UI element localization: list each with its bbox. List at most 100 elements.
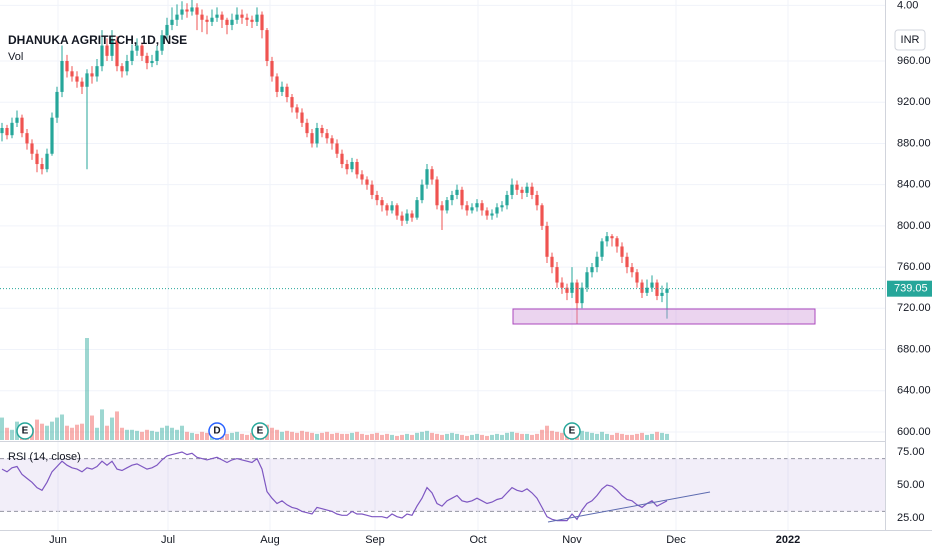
volume-bar <box>500 434 504 440</box>
candle-body <box>605 236 609 242</box>
volume-bar <box>435 433 439 440</box>
candle-body <box>525 186 529 193</box>
volume-bar <box>495 433 499 440</box>
candle-body <box>145 55 149 64</box>
y-tick-label: 800.00 <box>897 220 931 232</box>
candle-body <box>590 267 594 273</box>
candle-body <box>225 19 229 25</box>
volume-bar <box>395 435 399 440</box>
volume-bar <box>485 435 489 440</box>
volume-bar <box>60 414 64 440</box>
candle-body <box>665 288 669 293</box>
candle-body <box>500 205 504 208</box>
candle-body <box>650 282 654 288</box>
candle-body <box>275 76 279 92</box>
volume-bar <box>110 417 114 440</box>
event-circle <box>563 422 581 440</box>
volume-bar <box>455 433 459 440</box>
candle-body <box>55 91 59 118</box>
volume-bar <box>105 425 109 440</box>
candle-body <box>305 122 309 134</box>
volume-bar <box>610 434 614 440</box>
volume-bar <box>625 434 629 440</box>
candle-body <box>505 194 509 206</box>
candle-body <box>95 66 99 77</box>
y-tick-label: 840.00 <box>897 179 931 191</box>
candle-body <box>360 174 364 180</box>
event-circle <box>208 422 226 440</box>
volume-bar <box>420 431 424 440</box>
candle-body <box>660 292 664 296</box>
volume-bar <box>560 432 564 440</box>
candle-body <box>105 45 109 56</box>
candle-body <box>460 189 464 206</box>
candle-body <box>240 14 244 18</box>
x-tick-label: Dec <box>666 534 686 546</box>
candle-body <box>395 205 399 216</box>
support-zone <box>512 308 816 325</box>
volume-bar <box>310 432 314 440</box>
x-tick-label: Jul <box>161 534 175 546</box>
candle-body <box>80 81 84 87</box>
volume-bar <box>100 409 104 440</box>
volume-bar <box>650 433 654 440</box>
candle-body <box>325 133 329 139</box>
event-label: E <box>257 426 264 437</box>
candle-body <box>615 238 619 247</box>
event-marker[interactable]: D <box>208 422 226 440</box>
candle-body <box>540 205 544 226</box>
candle-body <box>640 282 644 293</box>
volume-bar <box>125 429 129 440</box>
candle-body <box>550 256 554 268</box>
candle-body <box>135 45 139 51</box>
candle-body <box>595 256 599 268</box>
volume-label: Vol <box>8 51 23 63</box>
y-tick-label: 920.00 <box>897 96 931 108</box>
candle-body <box>265 30 269 62</box>
volume-bar <box>90 415 94 440</box>
volume-bar <box>160 427 164 440</box>
volume-bar <box>545 425 549 440</box>
event-marker[interactable]: E <box>251 422 269 440</box>
candle-body <box>375 194 379 201</box>
candle-body <box>330 138 334 144</box>
y-tick-label: 720.00 <box>897 302 931 314</box>
y-tick-label: 880.00 <box>897 137 931 149</box>
volume-bar <box>345 433 349 440</box>
volume-bar <box>45 425 49 440</box>
volume-bar <box>410 434 414 440</box>
event-marker[interactable]: E <box>563 422 581 440</box>
volume-bar <box>300 430 304 440</box>
volume-bar <box>595 433 599 440</box>
candle-body <box>445 200 449 211</box>
candle-body <box>555 267 559 283</box>
volume-bar <box>225 433 229 440</box>
volume-bar <box>40 423 44 440</box>
candle-body <box>435 179 439 206</box>
volume-bar <box>320 432 324 440</box>
candle-body <box>350 161 354 170</box>
volume-bar <box>580 430 584 440</box>
event-label: D <box>213 426 220 437</box>
volume-bar <box>325 431 329 440</box>
candle-body <box>155 50 159 62</box>
volume-bar <box>540 429 544 440</box>
candle-body <box>75 76 79 82</box>
volume-bar <box>275 429 279 440</box>
candle-body <box>165 24 169 36</box>
event-marker[interactable]: E <box>16 422 34 440</box>
volume-bar <box>185 431 189 440</box>
candle-body <box>465 205 469 211</box>
candle-body <box>635 272 639 283</box>
candle-body <box>15 117 19 123</box>
candle-body <box>200 14 204 20</box>
volume-bar <box>415 432 419 440</box>
candle-body <box>110 40 114 56</box>
candle-body <box>385 205 389 211</box>
candle-body <box>120 66 124 72</box>
volume-bar <box>470 434 474 440</box>
candle-body <box>530 186 534 195</box>
volume-bar <box>295 432 299 440</box>
currency-button[interactable] <box>894 29 926 51</box>
volume-bar <box>635 433 639 440</box>
